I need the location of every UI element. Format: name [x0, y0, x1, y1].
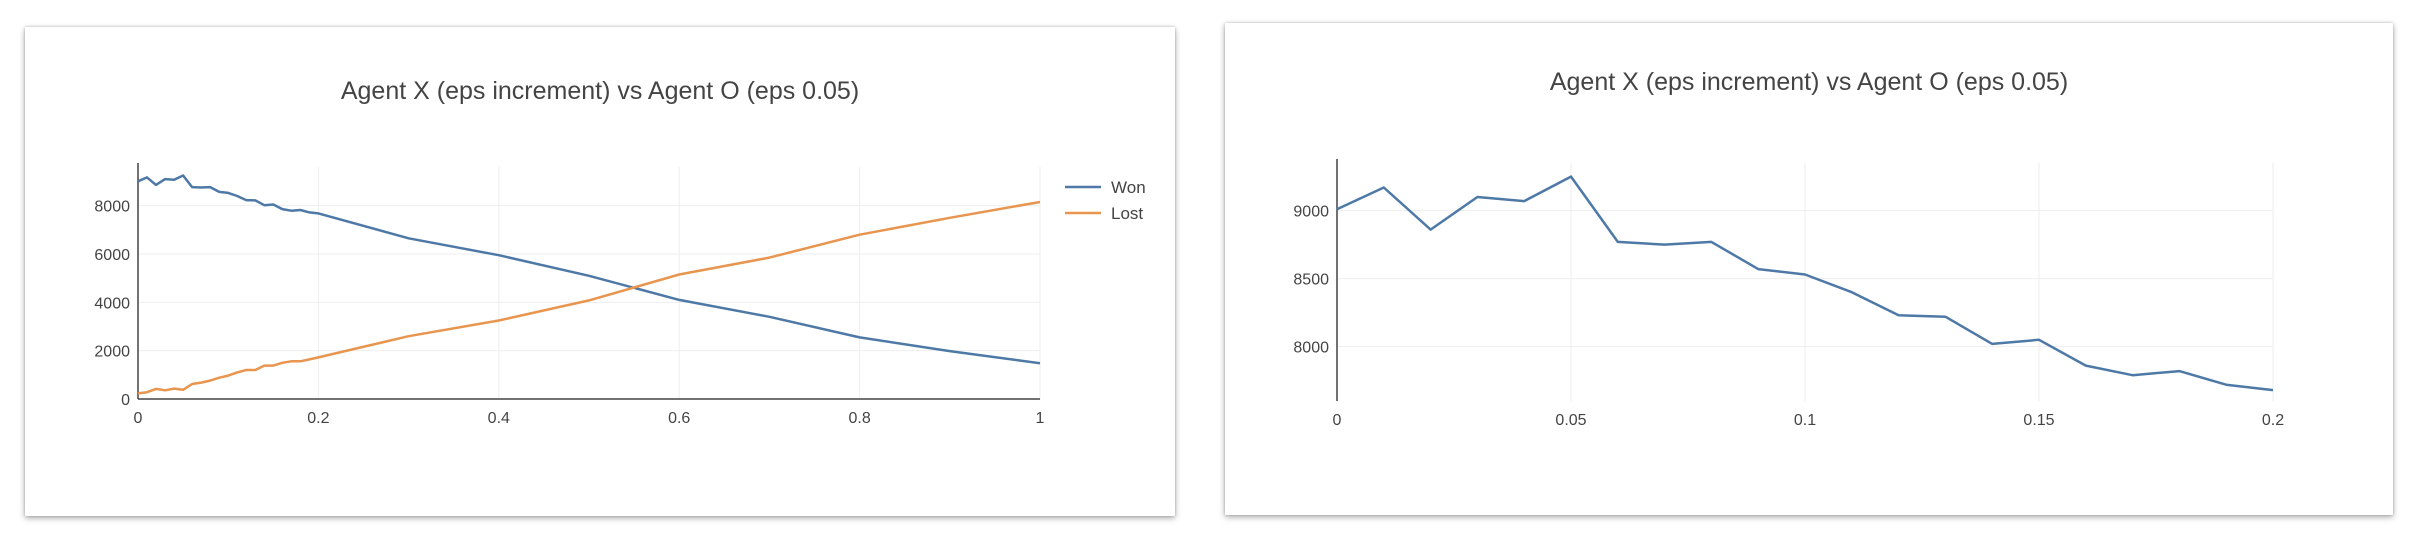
- series-line-won: [1336, 175, 2274, 392]
- chart-title: Agent X (eps increment) vs Agent O (eps …: [341, 77, 859, 105]
- x-tick-label: 0.1: [1794, 412, 1816, 429]
- chart-right: Agent X (eps increment) vs Agent O (eps …: [1293, 68, 2284, 429]
- x-tick-label: 0: [134, 410, 143, 427]
- x-tick-label: 0.15: [2023, 412, 2054, 429]
- series-line-won: [137, 174, 1041, 365]
- y-tick-label: 2000: [94, 344, 130, 361]
- x-tick-label: 0: [1333, 412, 1342, 429]
- y-tick-label: 4000: [94, 295, 130, 312]
- x-tick-label: 0.8: [848, 410, 870, 427]
- chart-card-left: Agent X (eps increment) vs Agent O (eps …: [25, 27, 1175, 516]
- y-tick-label: 0: [121, 392, 130, 409]
- x-tick-label: 0.6: [668, 410, 690, 427]
- y-tick-label: 9000: [1293, 204, 1329, 221]
- chart-title: Agent X (eps increment) vs Agent O (eps …: [1550, 68, 2068, 96]
- series-line-lost: [137, 200, 1041, 395]
- legend-label-lost: Lost: [1111, 204, 1143, 223]
- legend-label-won: Won: [1111, 178, 1146, 197]
- chart-card-right: Agent X (eps increment) vs Agent O (eps …: [1225, 23, 2393, 515]
- chart-left: Agent X (eps increment) vs Agent O (eps …: [94, 77, 1146, 427]
- y-tick-label: 8500: [1293, 272, 1329, 289]
- y-tick-label: 8000: [1293, 340, 1329, 357]
- y-tick-label: 8000: [94, 199, 130, 216]
- x-tick-label: 0.4: [488, 410, 510, 427]
- x-tick-label: 0.05: [1555, 412, 1586, 429]
- y-tick-label: 6000: [94, 247, 130, 264]
- x-tick-label: 1: [1036, 410, 1045, 427]
- x-tick-label: 0.2: [2262, 412, 2284, 429]
- x-tick-label: 0.2: [307, 410, 329, 427]
